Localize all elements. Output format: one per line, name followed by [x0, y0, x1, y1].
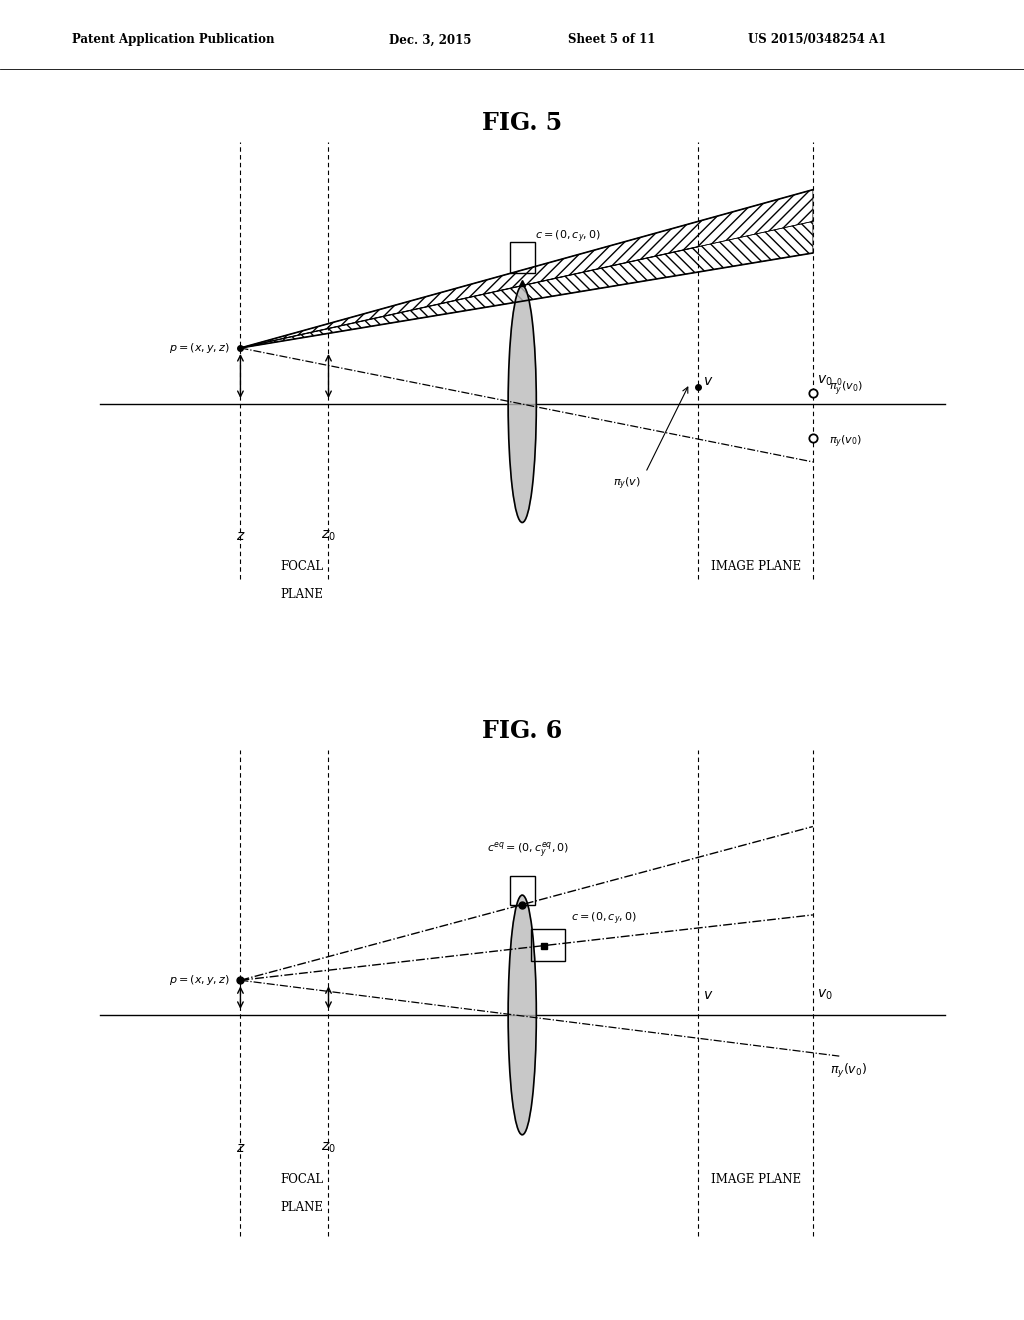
Bar — [531, 928, 564, 961]
Text: $c^{eq}=(0,c_y^{eq},0)$: $c^{eq}=(0,c_y^{eq},0)$ — [487, 841, 569, 861]
Text: FOCAL: FOCAL — [281, 560, 324, 573]
Text: $v$: $v$ — [702, 989, 713, 1002]
Text: $z$: $z$ — [236, 529, 245, 543]
Ellipse shape — [508, 895, 537, 1135]
Ellipse shape — [508, 285, 537, 523]
Text: $\pi_y(v)$: $\pi_y(v)$ — [613, 475, 641, 492]
Text: $z_0$: $z_0$ — [322, 529, 336, 543]
Text: $\pi^0_y(v_0)$: $\pi^0_y(v_0)$ — [828, 376, 863, 399]
Text: Sheet 5 of 11: Sheet 5 of 11 — [568, 33, 655, 46]
Text: US 2015/0348254 A1: US 2015/0348254 A1 — [748, 33, 886, 46]
Text: $z$: $z$ — [236, 1140, 245, 1155]
Text: $v_0$: $v_0$ — [817, 374, 833, 388]
Text: FIG. 5: FIG. 5 — [482, 111, 562, 135]
Text: IMAGE PLANE: IMAGE PLANE — [711, 1172, 801, 1185]
Text: $v$: $v$ — [702, 375, 713, 388]
Text: $c=(0,c_y,0)$: $c=(0,c_y,0)$ — [536, 228, 601, 246]
Text: Dec. 3, 2015: Dec. 3, 2015 — [389, 33, 471, 46]
Text: $\pi_y(v_0)$: $\pi_y(v_0)$ — [830, 1063, 867, 1081]
Text: $\pi_y(v_0)$: $\pi_y(v_0)$ — [828, 433, 862, 450]
Text: FIG. 6: FIG. 6 — [482, 718, 562, 743]
Text: PLANE: PLANE — [281, 587, 324, 601]
Text: $z_0$: $z_0$ — [322, 1140, 336, 1155]
Text: PLANE: PLANE — [281, 1201, 324, 1214]
Bar — [510, 876, 535, 904]
Text: FOCAL: FOCAL — [281, 1172, 324, 1185]
Text: $p=(x,y,z)$: $p=(x,y,z)$ — [169, 973, 229, 987]
Text: Patent Application Publication: Patent Application Publication — [72, 33, 274, 46]
Text: $c=(0,c_y,0)$: $c=(0,c_y,0)$ — [570, 911, 637, 927]
Text: IMAGE PLANE: IMAGE PLANE — [711, 560, 801, 573]
Text: $p=(x,y,z)$: $p=(x,y,z)$ — [169, 341, 229, 355]
Bar — [510, 242, 535, 273]
Text: $v_0$: $v_0$ — [817, 987, 833, 1002]
